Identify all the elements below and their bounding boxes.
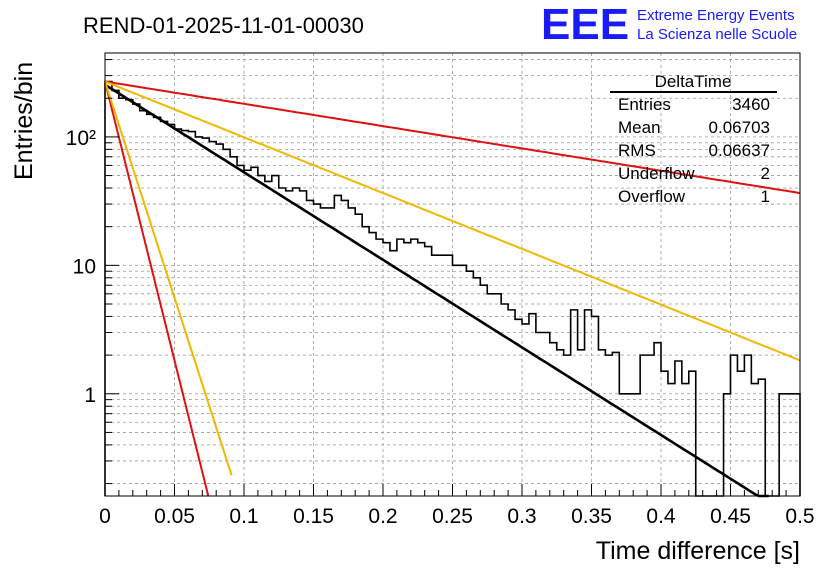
axis-ticks bbox=[104, 59, 801, 496]
stats-value-entries: 3460 bbox=[732, 95, 770, 114]
stats-label-entries: Entries bbox=[618, 95, 671, 114]
stats-value-mean: 0.06703 bbox=[709, 118, 770, 137]
logo-mark: EEE bbox=[541, 0, 629, 49]
stats-value-rms: 0.06637 bbox=[709, 141, 770, 160]
fit-curves-layer bbox=[104, 80, 801, 498]
x-tick-label: 0.5 bbox=[785, 505, 814, 528]
curve-orange-slow bbox=[104, 80, 801, 362]
histogram-layer bbox=[104, 80, 801, 497]
curve-red-slow bbox=[104, 80, 801, 195]
stats-value-underflow: 2 bbox=[761, 164, 770, 183]
stats-value-overflow: 1 bbox=[761, 187, 770, 206]
x-tick-label: 0.35 bbox=[571, 505, 612, 528]
logo-line1: Extreme Energy Events bbox=[637, 7, 795, 24]
x-tick-label: 0.3 bbox=[507, 505, 536, 528]
x-axis-label: Time difference [s] bbox=[596, 537, 800, 565]
stats-label-rms: RMS bbox=[618, 141, 656, 160]
curve-red-fast bbox=[104, 81, 210, 497]
logo-line2: La Scienza nelle Scuole bbox=[637, 26, 797, 43]
stats-label-overflow: Overflow bbox=[618, 187, 686, 206]
x-tick-label: 0.1 bbox=[229, 505, 258, 528]
y-tick-label: 10² bbox=[66, 127, 96, 150]
x-tick-label: 0.05 bbox=[154, 505, 195, 528]
chart-title: REND-01-2025-11-01-00030 bbox=[83, 13, 364, 38]
x-tick-label: 0 bbox=[99, 505, 111, 528]
stats-box: DeltaTime Entries 3460 Mean 0.06703 RMS … bbox=[610, 72, 777, 206]
stats-label-mean: Mean bbox=[618, 118, 661, 137]
x-tick-label: 0.4 bbox=[646, 505, 676, 528]
y-axis-label: Entries/bin bbox=[10, 62, 38, 180]
y-tick-label: 10 bbox=[73, 255, 96, 278]
tick-labels: 0 0.05 0.1 0.15 0.2 0.25 0.3 0.35 0.4 0.45 0.5 1 10 1… bbox=[66, 127, 815, 528]
curve-fit bbox=[104, 83, 769, 498]
x-tick-label: 0.15 bbox=[293, 505, 334, 528]
x-tick-label: 0.45 bbox=[710, 505, 751, 528]
x-tick-label: 0.2 bbox=[368, 505, 397, 528]
stats-title: DeltaTime bbox=[655, 72, 732, 91]
y-tick-label: 1 bbox=[84, 384, 96, 407]
histogram-outline bbox=[104, 80, 801, 497]
eee-logo: EEE Extreme Energy Events La Scienza nel… bbox=[541, 0, 797, 49]
stats-label-underflow: Underflow bbox=[618, 164, 695, 183]
x-tick-label: 0.25 bbox=[432, 505, 473, 528]
curve-orange-fast bbox=[104, 81, 233, 476]
